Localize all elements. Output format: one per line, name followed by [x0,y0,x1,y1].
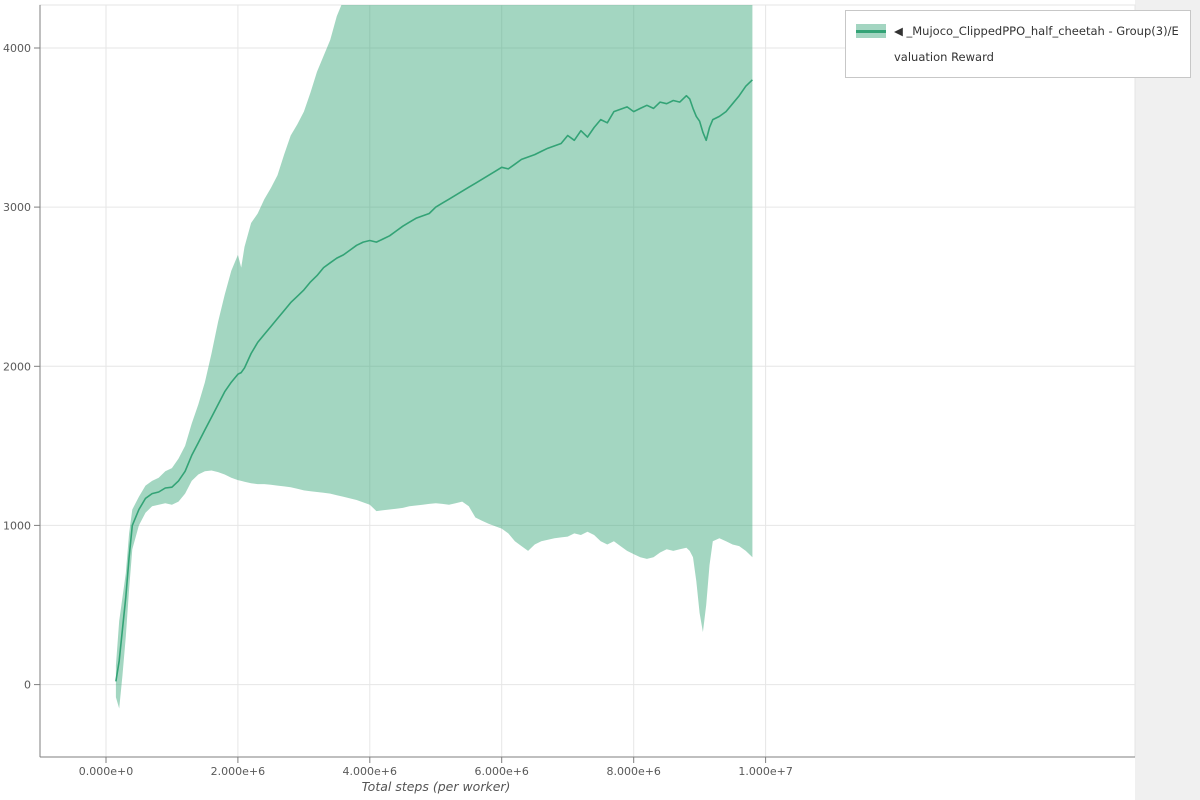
y-tick-label: 2000 [3,360,31,373]
plot-frame [39,4,1136,758]
x-axis-label: Total steps (per worker) [361,779,511,794]
legend-swatch-line [856,29,886,33]
x-tick-label: 6.000e+6 [474,765,528,778]
x-tick-label: 1.000e+7 [738,765,792,778]
y-tick-label: 0 [24,679,31,692]
x-tick-label: 4.000e+6 [343,765,397,778]
right-margin [1135,0,1200,800]
x-tick-label: 2.000e+6 [211,765,265,778]
mean-line [115,79,753,682]
stddev-band [115,5,753,709]
legend-swatch [856,24,886,38]
legend-entry[interactable]: ◀ _Mujoco_ClippedPPO_half_cheetah - Grou… [856,18,1180,70]
y-tick-label: 3000 [3,201,31,214]
legend-label: ◀ _Mujoco_ClippedPPO_half_cheetah - Grou… [894,24,1179,64]
x-tick-label: 8.000e+6 [606,765,660,778]
x-tick-label: 0.000e+0 [79,765,133,778]
legend: ◀ _Mujoco_ClippedPPO_half_cheetah - Grou… [845,10,1191,78]
y-tick-label: 1000 [3,519,31,532]
y-tick-label: 4000 [3,42,31,55]
